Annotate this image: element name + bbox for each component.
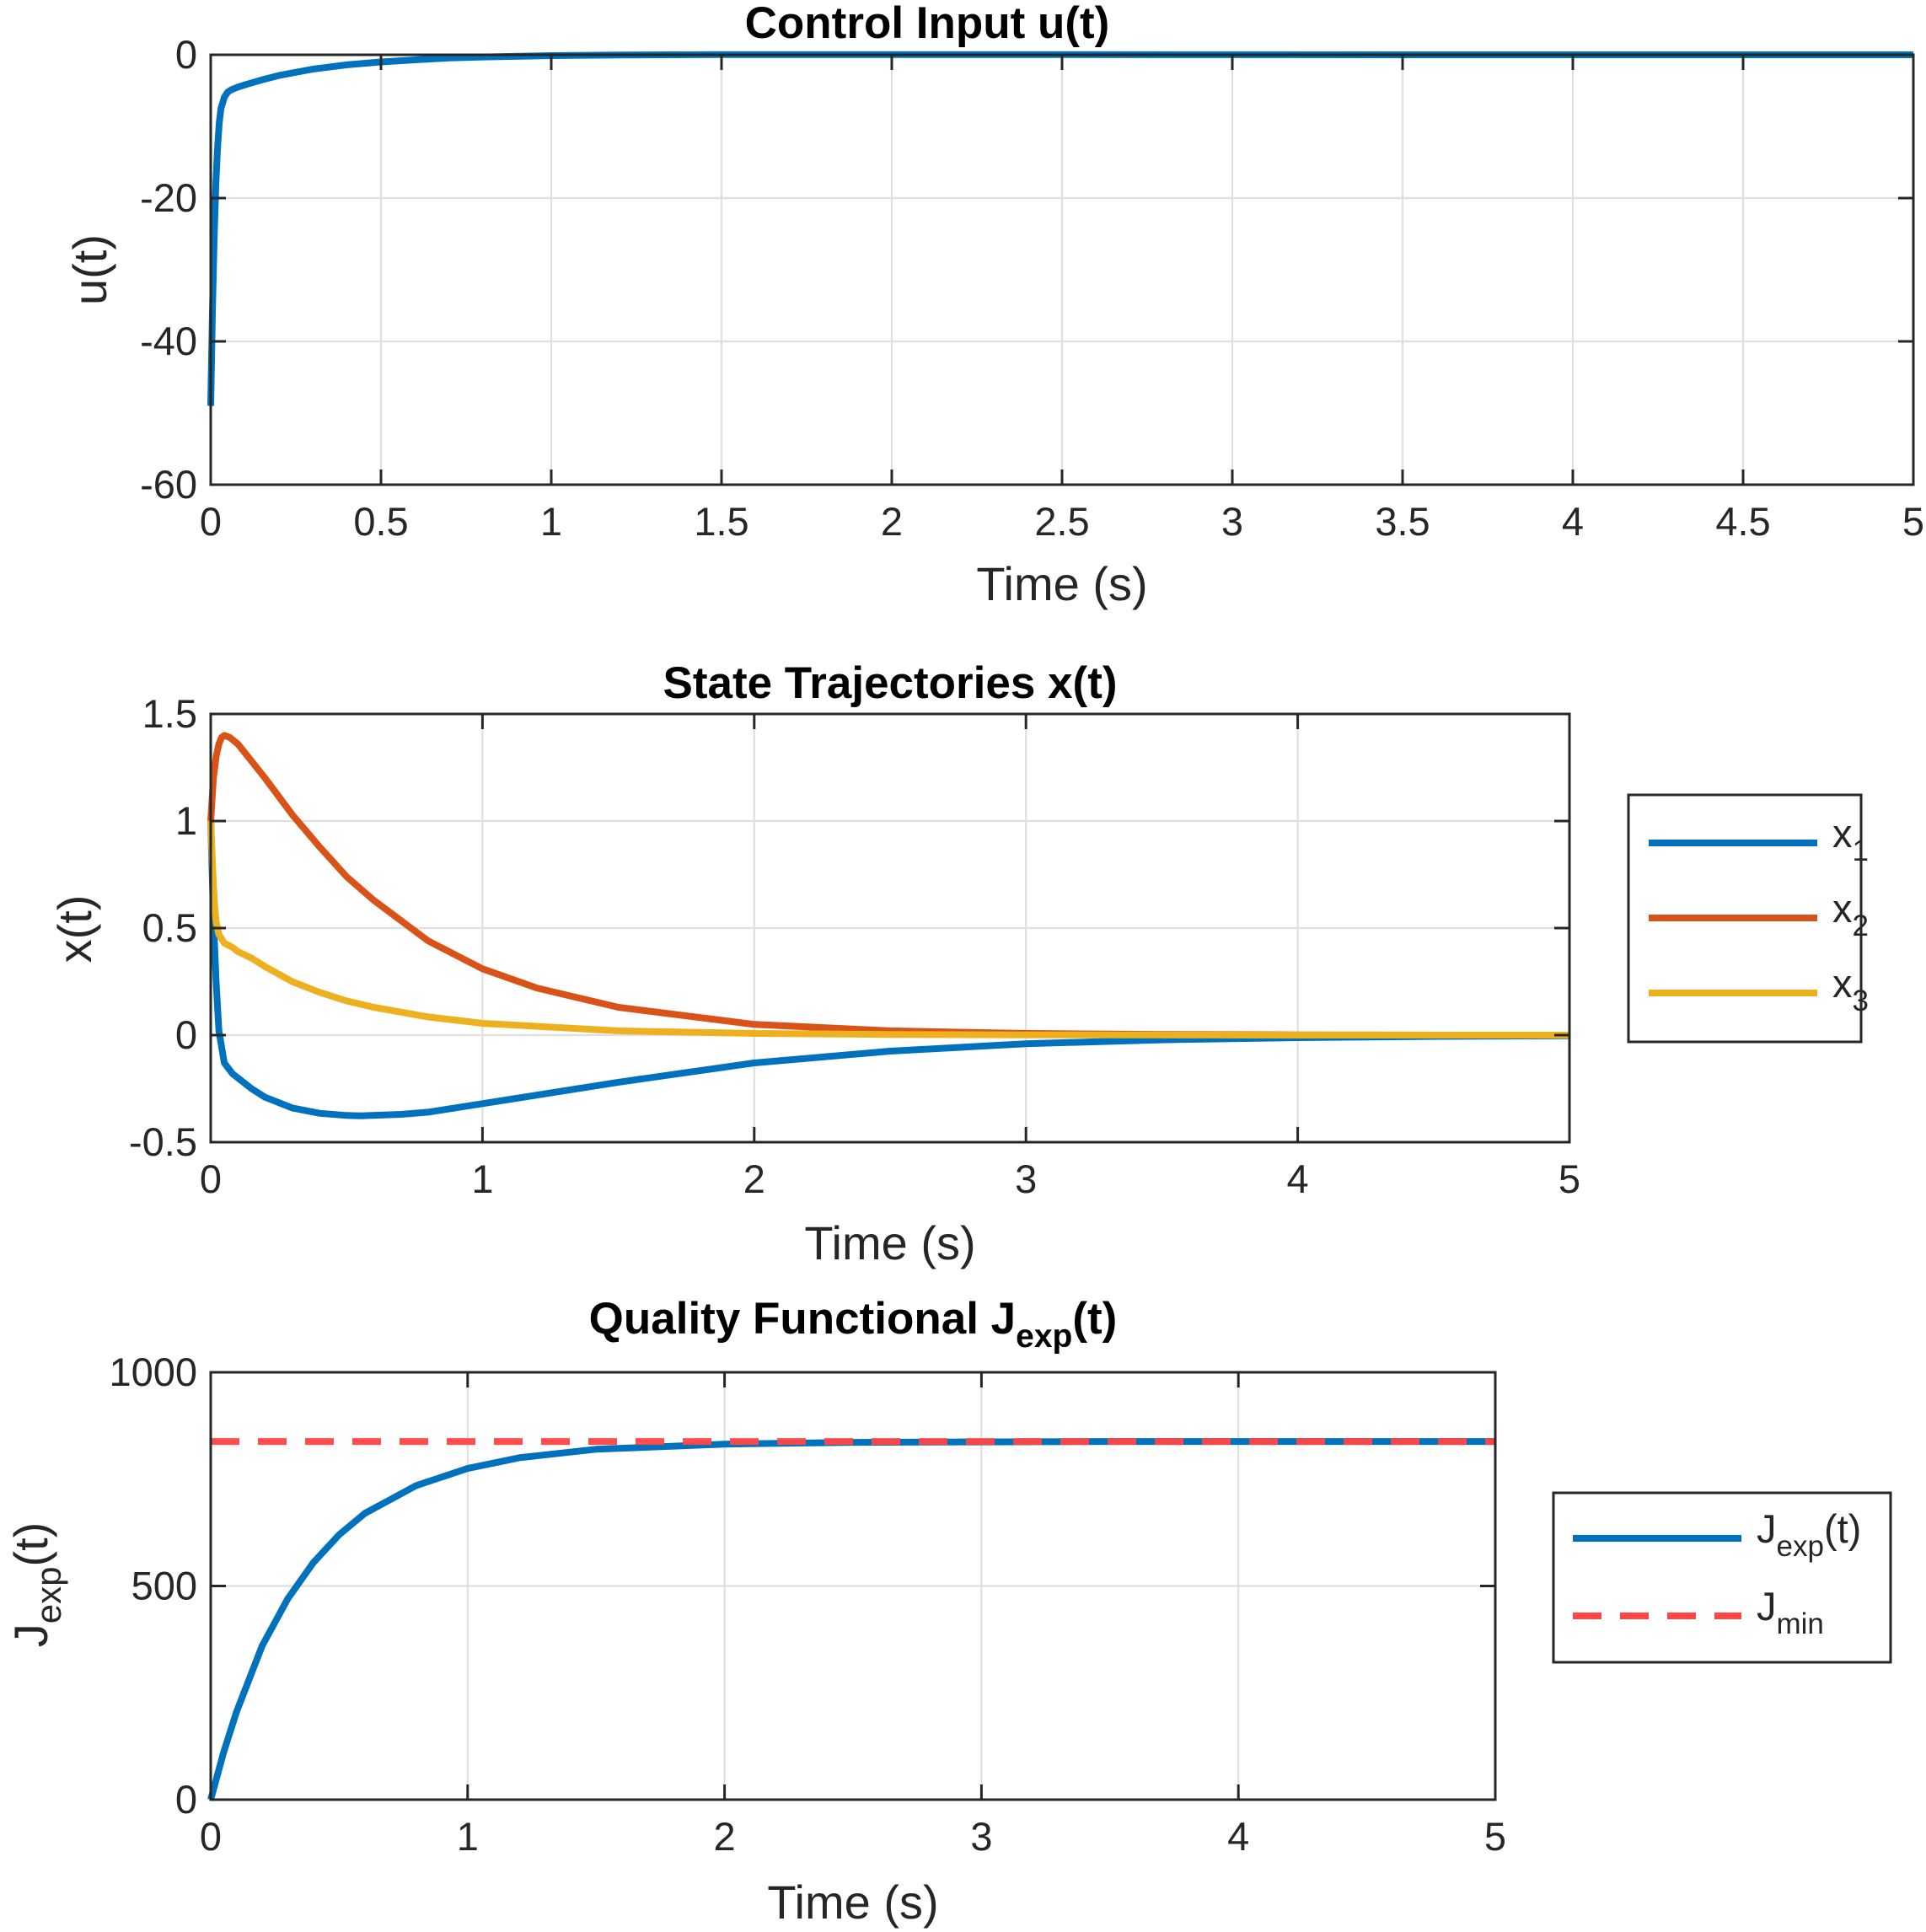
x-tick-label: 2 [881,499,903,544]
x-tick-label: 5 [1484,1814,1506,1859]
axis-ticks: 0 1 2 3 4 5 0 500 1000 [109,1350,1506,1859]
series-line-1 [207,820,1570,1119]
y-tick-label: -40 [140,319,197,363]
plot-lines [207,732,1570,1119]
legend-entry-x2: x2 [1649,886,1869,942]
y-axis-label: u(t) [63,234,116,305]
y-tick-label: 1000 [109,1350,197,1394]
grid [209,53,1915,486]
series-line-2 [207,732,1569,1038]
control-input-panel: Control Input u(t) 0 0.5 1 1.5 2 2.5 3 3.5 4 4.5 5… [63,0,1924,610]
plot-lines [207,1438,1495,1801]
x-tick-label: 4 [1562,499,1584,544]
y-tick-label: -20 [140,175,197,220]
y-tick-label: 1.5 [142,691,197,736]
axis-ticks: 0 1 2 3 4 5-0.500.511.5 [129,691,1580,1201]
x-tick-label: 2.5 [1034,499,1089,544]
y-axis-label: x(t) [48,895,101,963]
legend-entry-jexp: Jexp(t) [1573,1506,1861,1563]
legend-label: Jmin [1757,1584,1824,1640]
legend: Jexp(t) Jmin [1552,1491,1892,1664]
state-trajectories-panel: State Trajectories x(t) 0 1 2 3 4 5-0.500.511… [48,658,1869,1269]
axis-ticks: 0 0.5 1 1.5 2 2.5 3 3.5 4 4.5 5 -60 -40 -20 0 [140,32,1924,544]
x-tick-label: 3 [1221,499,1243,544]
grid [209,1371,1497,1801]
x-tick-label: 1 [457,1814,479,1859]
y-tick-label: 0 [175,1777,197,1822]
legend-label: Jexp(t) [1757,1506,1861,1563]
x-tick-label: 4.5 [1715,499,1770,544]
legend-label: x3 [1832,961,1869,1017]
y-tick-label: 0 [175,32,197,77]
legend-box [1552,1491,1892,1664]
x-tick-label: 1 [540,499,562,544]
x-axis-label: Time (s) [976,557,1147,610]
series-line-1 [207,1438,1495,1801]
chart-title: State Trajectories x(t) [663,658,1117,708]
y-tick-label: 1 [175,798,197,843]
chart-title: Quality Functional Jexp(t) [589,1294,1118,1355]
x-axis-label: Time (s) [767,1876,938,1929]
y-tick-label: 0 [175,1012,197,1057]
x-tick-label: 5 [1559,1157,1580,1201]
x-tick-label: 0 [200,1157,222,1201]
x-tick-label: 0 [200,1814,222,1859]
legend: x1 x2 x3 [1627,793,1869,1044]
x-tick-label: 3.5 [1375,499,1430,544]
y-tick-label: 500 [131,1564,197,1608]
quality-functional-panel: Quality Functional Jexp(t) 0 1 2 3 4 5 0 500 100… [4,1294,1892,1929]
x-tick-label: 4 [1227,1814,1249,1859]
x-tick-label: 3 [970,1814,992,1859]
y-axis-label: Jexp(t) [4,1522,68,1648]
x-tick-label: 5 [1902,499,1924,544]
x-tick-label: 2 [743,1157,765,1201]
x-tick-label: 3 [1015,1157,1037,1201]
chart-title: Control Input u(t) [745,0,1110,48]
y-tick-label: 0.5 [142,905,197,950]
legend-entry-x3: x3 [1649,961,1869,1017]
legend-label: x2 [1832,886,1869,942]
x-tick-label: 0 [200,499,222,544]
x-axis-label: Time (s) [804,1216,975,1269]
x-tick-label: 4 [1287,1157,1309,1201]
x-tick-label: 1.5 [694,499,748,544]
x-tick-label: 2 [714,1814,736,1859]
legend-label: x1 [1832,811,1869,867]
series-line-3 [207,820,1569,1038]
y-tick-label: -60 [140,462,197,507]
legend-entry-x1: x1 [1649,811,1869,867]
y-tick-label: -0.5 [129,1119,197,1164]
legend-entry-jmin: Jmin [1573,1584,1824,1640]
x-tick-label: 0.5 [353,499,408,544]
x-tick-label: 1 [471,1157,493,1201]
